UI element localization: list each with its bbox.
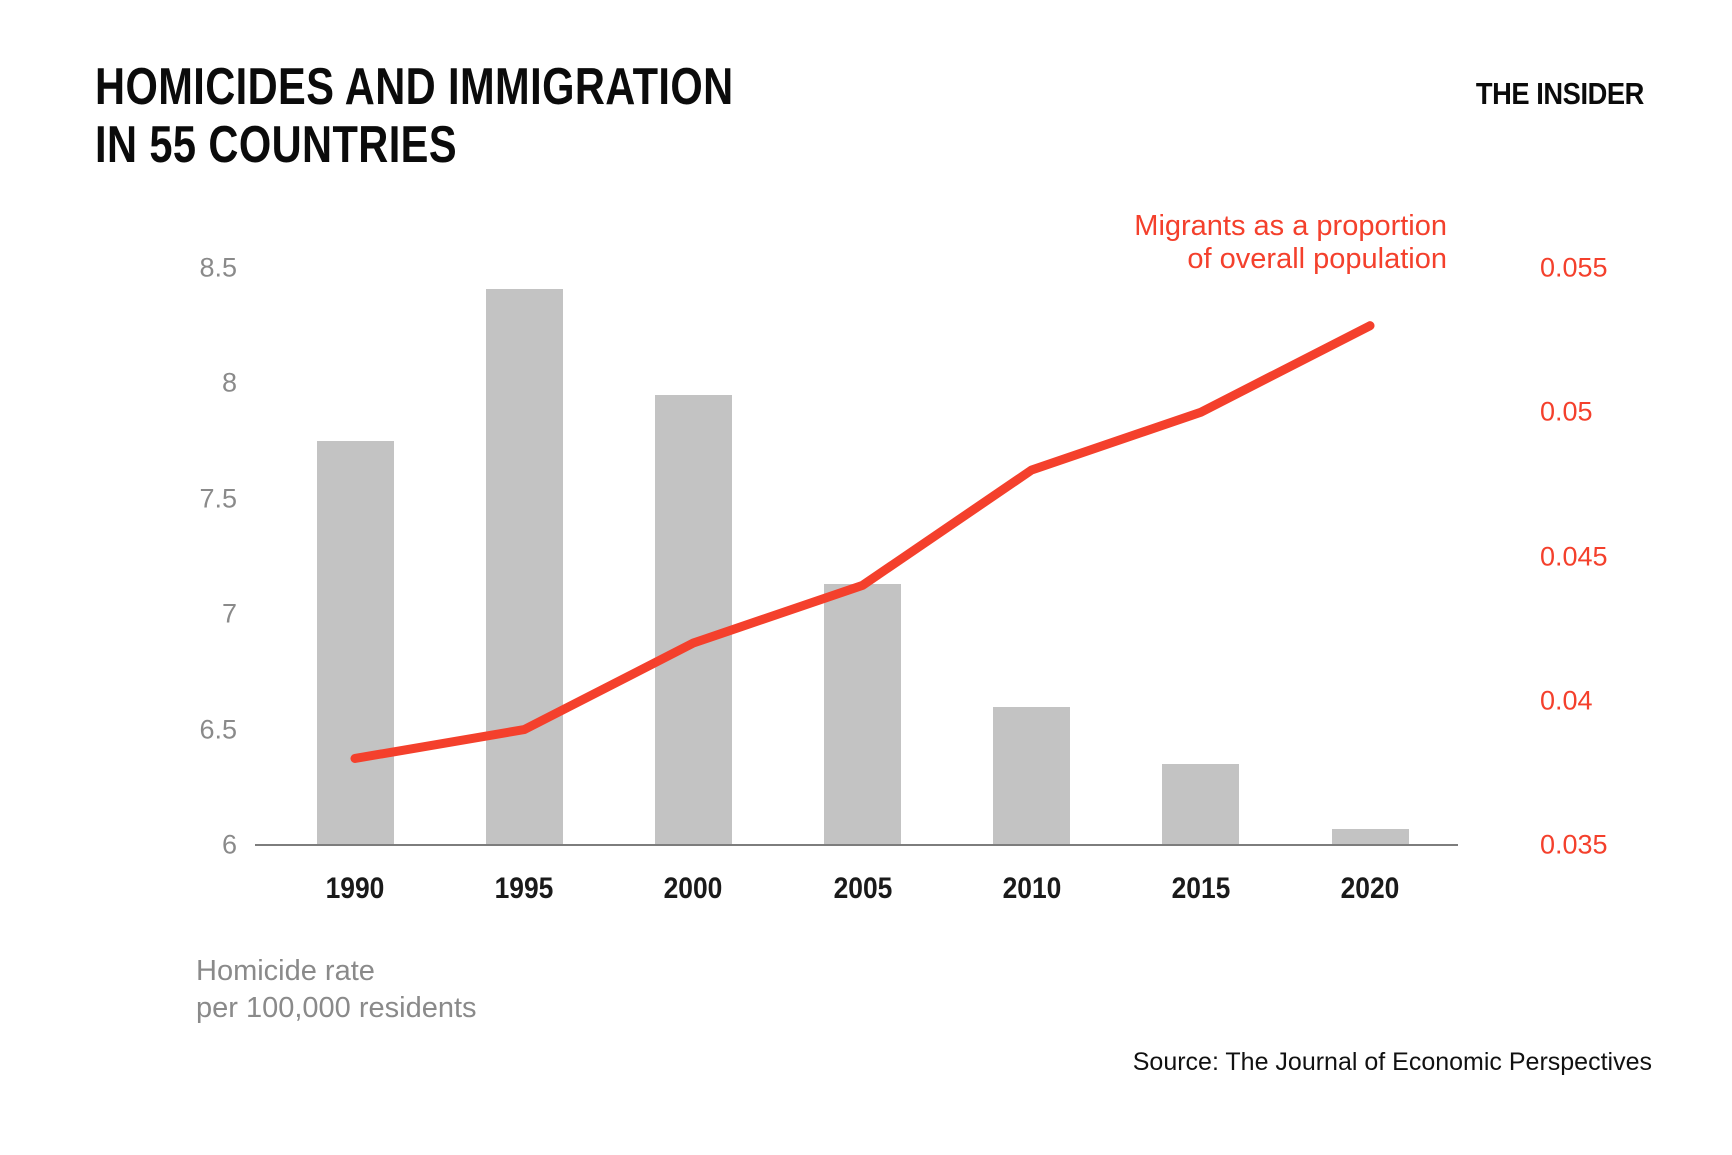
line-series-legend: Migrants as a proportion of overall popu… — [1134, 210, 1447, 275]
homicide-bar-1995 — [485, 288, 563, 845]
right-axis-tick-0.04: 0.04 — [1540, 685, 1593, 716]
left-axis-tick-6: 6 — [221, 829, 237, 860]
x-axis-line — [255, 844, 1458, 846]
left-axis-tick-7: 7 — [221, 598, 237, 629]
right-axis-tick-0.045: 0.045 — [1540, 541, 1608, 571]
homicide-bar-2000 — [654, 394, 732, 845]
x-axis-tick-2005: 2005 — [833, 872, 892, 905]
right-axis-tick-0.055: 0.055 — [1540, 252, 1608, 283]
right-axis-tick-0.05: 0.05 — [1540, 396, 1593, 427]
x-axis-tick-2010: 2010 — [1002, 872, 1062, 905]
left-axis-tick-6.5: 6.5 — [199, 714, 237, 745]
x-axis-tick-1995: 1995 — [494, 872, 554, 905]
left-axis-tick-7.5: 7.5 — [199, 483, 237, 514]
chart-title: HOMICIDES AND IMMIGRATION IN 55 COUNTRIE… — [95, 58, 734, 175]
homicide-bar-2020 — [1331, 828, 1409, 845]
x-axis-tick-1990: 1990 — [325, 872, 385, 905]
homicide-bar-2005 — [824, 584, 901, 845]
source-credit: Source: The Journal of Economic Perspect… — [1132, 1048, 1652, 1076]
left-axis-tick-8: 8 — [221, 367, 237, 398]
left-axis-tick-8.5: 8.5 — [199, 252, 237, 283]
homicide-bar-2015 — [1162, 764, 1240, 845]
x-axis-tick-2020: 2020 — [1340, 872, 1400, 905]
x-axis-tick-2000: 2000 — [663, 872, 723, 905]
left-axis-label: Homicide rate per 100,000 residents — [196, 955, 477, 1024]
right-axis-tick-0.035: 0.035 — [1540, 829, 1608, 860]
brand-logo: THE INSIDER — [1476, 76, 1644, 111]
x-axis-tick-2015: 2015 — [1171, 872, 1231, 905]
homicide-bar-1990 — [316, 441, 394, 845]
homicide-bar-2010 — [993, 706, 1071, 845]
